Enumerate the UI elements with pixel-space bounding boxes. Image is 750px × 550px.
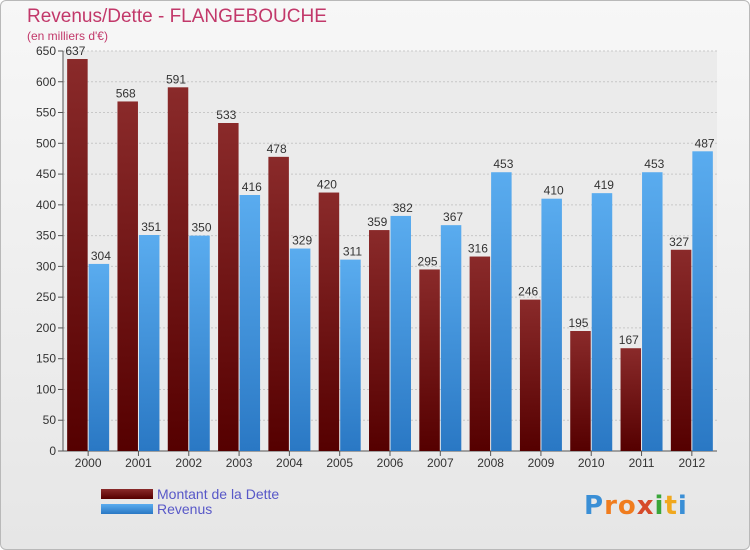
- y-tick-label: 550: [36, 106, 56, 120]
- logo-letter: i: [677, 491, 688, 521]
- logo-letter: t: [664, 491, 678, 521]
- data-label: 420: [317, 178, 337, 192]
- x-tick-label: 2003: [226, 456, 253, 470]
- x-tick-label: 2012: [678, 456, 705, 470]
- data-label: 351: [141, 220, 161, 234]
- bar-dette: [670, 249, 692, 451]
- bar-revenus: [289, 248, 311, 451]
- bar-revenus: [88, 263, 110, 451]
- data-label: 295: [418, 254, 438, 268]
- y-tick-label: 500: [36, 136, 56, 150]
- data-label: 453: [644, 157, 664, 171]
- data-label: 453: [493, 157, 513, 171]
- proxiti-logo: Proxiti: [584, 491, 688, 521]
- data-label: 329: [292, 234, 312, 248]
- x-tick-label: 2006: [377, 456, 404, 470]
- bar-revenus: [390, 215, 411, 451]
- y-tick-label: 0: [49, 444, 56, 458]
- logo-letter: x: [636, 491, 655, 521]
- data-label: 246: [518, 285, 538, 299]
- logo-letter: i: [654, 491, 665, 521]
- y-tick-label: 350: [36, 229, 56, 243]
- bar-revenus: [692, 151, 713, 452]
- bar-dette: [469, 256, 491, 451]
- x-tick-label: 2008: [477, 456, 504, 470]
- x-tick-label: 2001: [125, 456, 152, 470]
- bar-dette: [318, 192, 340, 452]
- bar-dette: [67, 59, 88, 451]
- y-tick-label: 250: [36, 290, 56, 304]
- data-label: 419: [594, 178, 614, 192]
- x-tick-label: 2004: [276, 456, 303, 470]
- bar-revenus: [541, 198, 562, 451]
- bar-revenus: [591, 193, 613, 451]
- logo-letter: o: [617, 491, 637, 521]
- legend-label-revenus: Revenus: [157, 501, 213, 517]
- data-label: 382: [393, 201, 413, 215]
- y-tick-label: 100: [36, 382, 56, 396]
- y-tick-label: 450: [36, 167, 56, 181]
- data-label: 637: [65, 44, 85, 58]
- logo-letter: r: [604, 491, 618, 521]
- bar-revenus: [440, 225, 462, 451]
- x-tick-label: 2010: [578, 456, 605, 470]
- bar-revenus: [239, 195, 261, 451]
- y-tick-label: 50: [43, 413, 57, 427]
- y-tick-label: 200: [36, 321, 56, 335]
- y-tick-label: 650: [36, 44, 56, 58]
- bar-revenus: [340, 259, 361, 451]
- y-tick-label: 300: [36, 259, 56, 273]
- bar-revenus: [138, 235, 160, 451]
- x-tick-label: 2007: [427, 456, 454, 470]
- bar-dette: [570, 331, 591, 451]
- y-tick-label: 150: [36, 352, 56, 366]
- x-tick-label: 2011: [629, 456, 655, 470]
- bar-revenus: [642, 172, 663, 451]
- data-label: 167: [619, 333, 639, 347]
- y-tick-label: 600: [36, 75, 56, 89]
- legend-label-dette: Montant de la Dette: [157, 486, 280, 502]
- chart-subtitle: (en milliers d'€): [27, 29, 108, 43]
- legend-swatch-dette: [101, 489, 153, 499]
- x-tick-label: 2002: [175, 456, 202, 470]
- data-label: 591: [166, 72, 186, 86]
- data-label: 304: [91, 249, 111, 263]
- data-label: 359: [367, 215, 387, 229]
- chart-title: Revenus/Dette - FLANGEBOUCHE: [27, 6, 327, 27]
- data-label: 367: [443, 210, 463, 224]
- data-label: 487: [695, 136, 715, 150]
- legend-swatch-revenus: [101, 504, 153, 514]
- bar-revenus: [189, 235, 210, 451]
- data-label: 327: [669, 235, 689, 249]
- data-label: 568: [116, 86, 136, 100]
- data-label: 316: [468, 242, 488, 256]
- bar-dette: [218, 123, 239, 451]
- bar-dette: [419, 269, 440, 451]
- x-tick-label: 2000: [75, 456, 102, 470]
- data-label: 350: [192, 221, 212, 235]
- bar-dette: [519, 299, 541, 451]
- x-tick-label: 2009: [528, 456, 555, 470]
- logo-letter: P: [584, 491, 605, 521]
- data-label: 195: [568, 316, 588, 330]
- bar-dette: [268, 156, 289, 451]
- x-tick-label: 2005: [326, 456, 353, 470]
- plot-area: [63, 51, 717, 451]
- data-label: 311: [343, 245, 362, 259]
- bar-dette: [167, 87, 189, 452]
- bar-dette: [620, 348, 642, 451]
- data-label: 416: [242, 180, 262, 194]
- bar-dette: [369, 230, 390, 451]
- data-label: 478: [267, 142, 287, 156]
- y-tick-label: 400: [36, 198, 56, 212]
- bar-revenus: [491, 172, 512, 451]
- data-label: 533: [216, 108, 236, 122]
- bar-dette: [117, 101, 138, 451]
- data-label: 410: [544, 184, 564, 198]
